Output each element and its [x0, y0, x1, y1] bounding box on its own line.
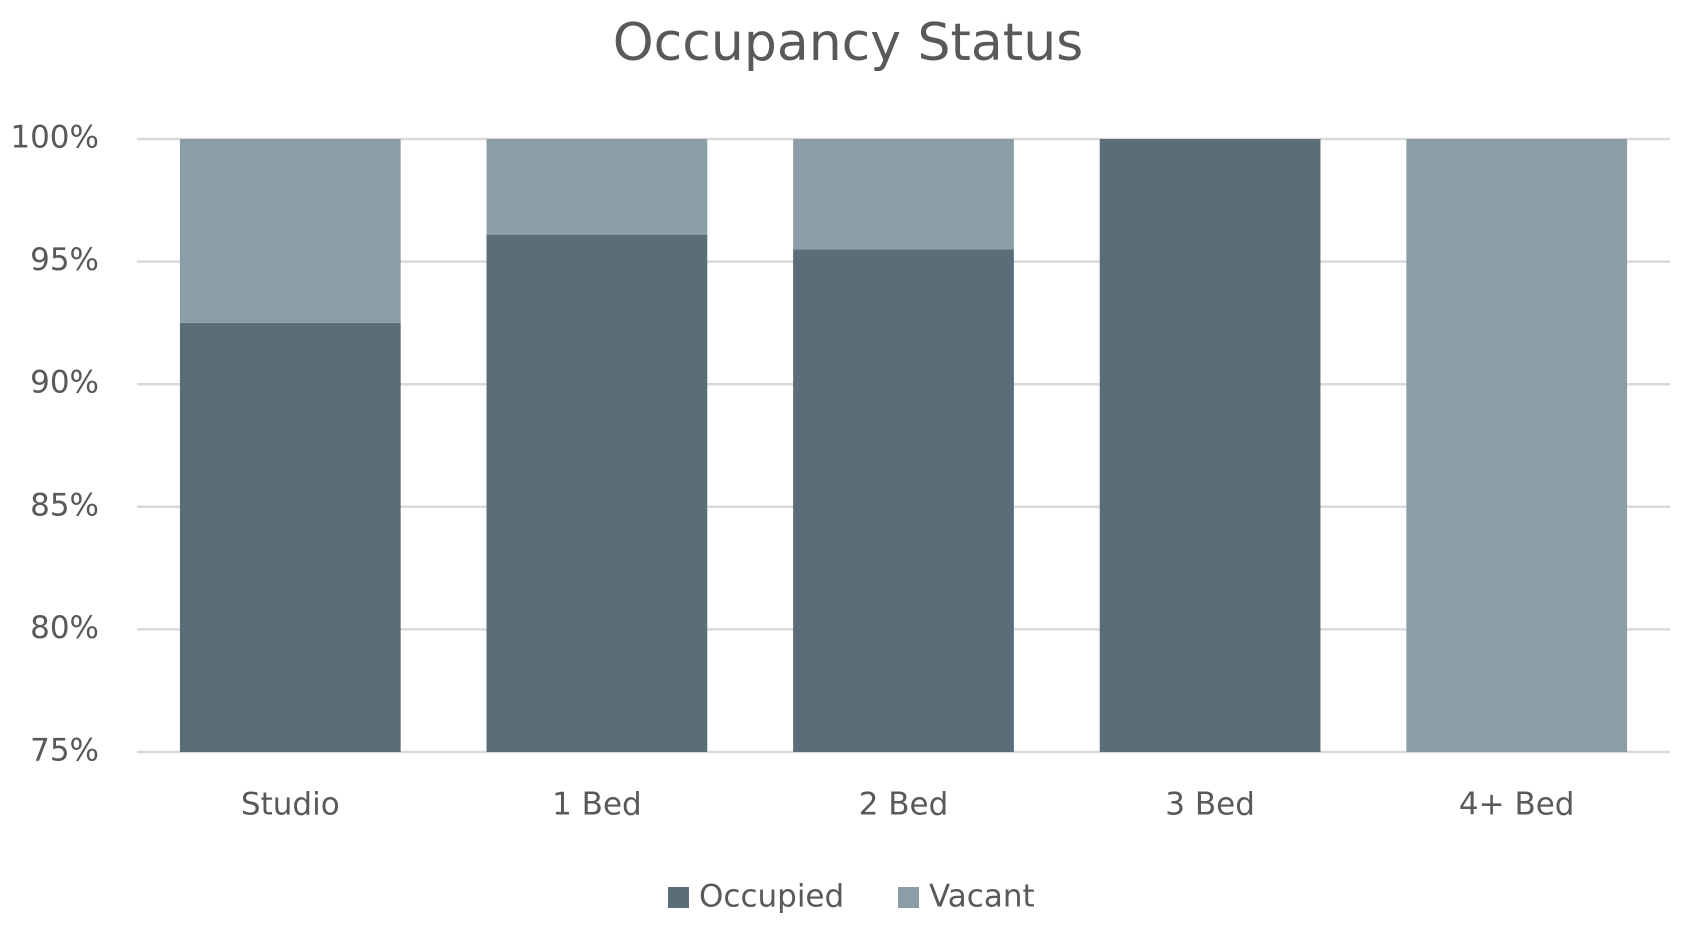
bar-segment: [793, 249, 1014, 752]
bar-segment: [486, 139, 708, 235]
x-tick-label: Studio: [241, 787, 340, 823]
bar-segment: [1099, 139, 1321, 752]
x-tick-label: 2 Bed: [859, 787, 949, 823]
chart-title: Occupancy Status: [613, 13, 1084, 73]
y-tick-label: 95%: [30, 242, 99, 278]
bar-segment: [486, 234, 708, 753]
legend-label: Occupied: [699, 879, 844, 915]
x-tick-label: 3 Bed: [1165, 787, 1255, 823]
bar-segment: [179, 322, 401, 752]
bar-segment: [179, 139, 401, 323]
legend-label: Vacant: [929, 879, 1035, 915]
y-tick-label: 80%: [30, 610, 99, 646]
x-tick-label: 1 Bed: [552, 787, 642, 823]
x-tick-label: 4+ Bed: [1459, 787, 1575, 823]
legend-swatch: [668, 887, 689, 908]
y-tick-label: 75%: [30, 733, 99, 769]
y-tick-label: 90%: [30, 365, 99, 401]
y-tick-label: 100%: [10, 120, 99, 156]
legend-swatch: [898, 887, 919, 908]
y-tick-label: 85%: [30, 487, 99, 523]
bar-segment: [793, 139, 1014, 250]
bar-segment: [1406, 139, 1628, 752]
